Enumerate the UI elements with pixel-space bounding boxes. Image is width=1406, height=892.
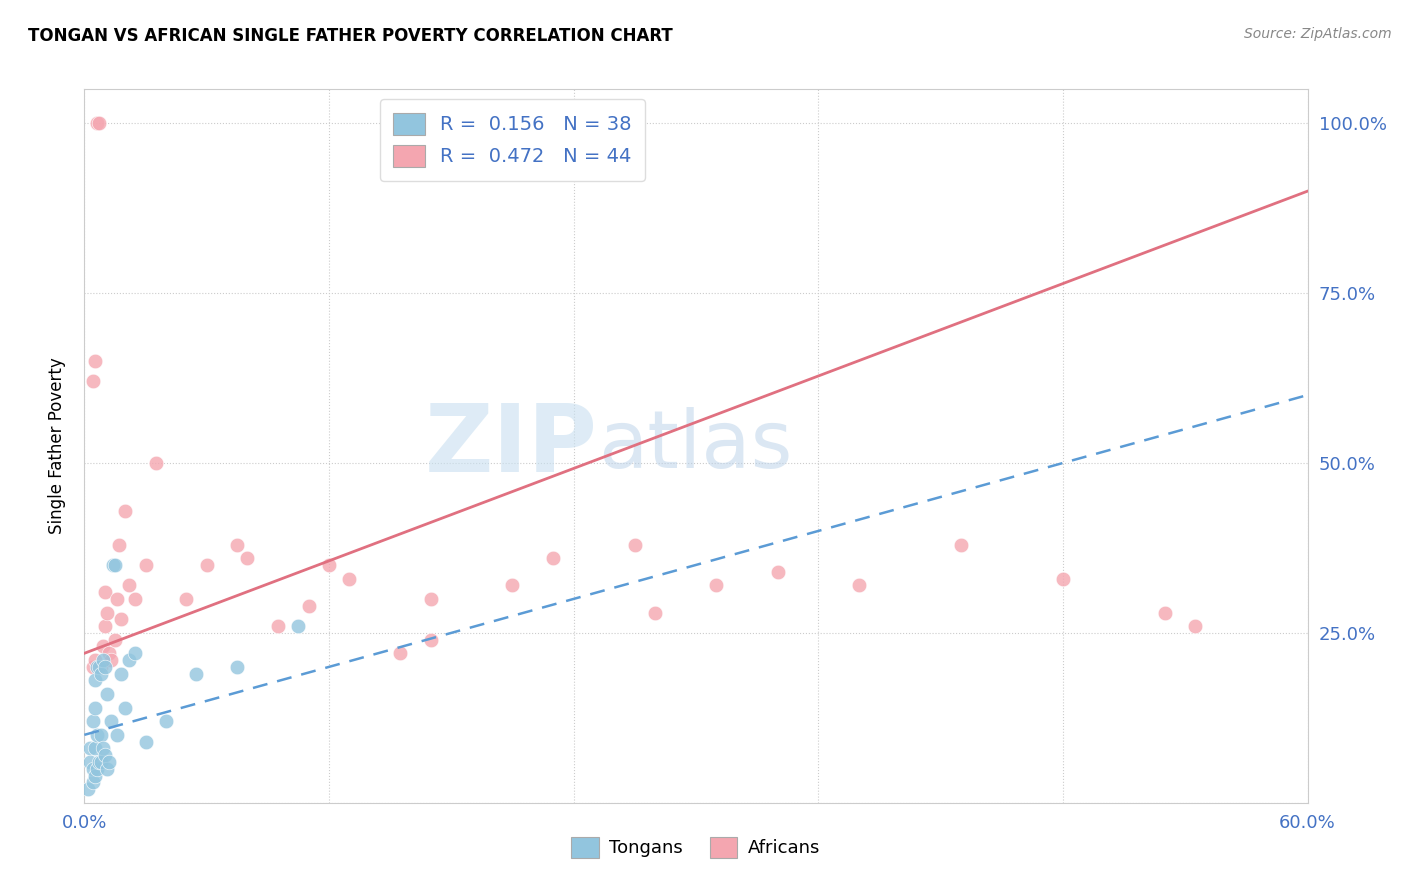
Point [502,578,524,592]
Point [145,456,167,470]
Point [91,741,114,756]
Point [104,558,127,572]
Point [105,728,128,742]
Point [96,762,118,776]
Point [766,565,789,579]
Point [93,619,115,633]
Point [82,775,104,789]
Point [77,782,100,797]
Point [1154,606,1177,620]
Point [110,612,132,626]
Point [97,755,120,769]
Point [110,666,132,681]
Point [82,375,104,389]
Point [118,578,141,592]
Point [82,660,104,674]
Point [135,558,157,572]
Point [86,728,108,742]
Point [86,660,108,674]
Point [114,503,136,517]
Point [86,762,108,776]
Point [950,537,973,551]
Point [93,660,115,674]
Point [644,606,666,620]
Point [298,599,321,613]
Point [118,653,141,667]
Point [104,632,127,647]
Legend: Tongans, Africans: Tongans, Africans [564,830,828,865]
Point [339,572,361,586]
Point [848,578,870,592]
Point [96,606,118,620]
Text: ZIP: ZIP [425,400,598,492]
Point [420,591,443,606]
Point [155,714,177,729]
Point [114,700,136,714]
Point [86,116,108,130]
Point [101,558,124,572]
Text: Source: ZipAtlas.com: Source: ZipAtlas.com [1244,27,1392,41]
Point [267,619,290,633]
Point [226,660,249,674]
Point [83,673,105,688]
Text: atlas: atlas [598,407,793,485]
Point [174,591,197,606]
Point [108,537,131,551]
Point [91,640,114,654]
Point [87,755,110,769]
Point [124,646,146,660]
Point [79,741,101,756]
Point [1184,619,1206,633]
Point [389,646,412,660]
Point [236,551,259,566]
Point [420,632,443,647]
Point [90,666,112,681]
Point [543,551,565,566]
Point [83,741,105,756]
Point [1052,572,1074,586]
Point [287,619,309,633]
Y-axis label: Single Father Poverty: Single Father Poverty [48,358,66,534]
Point [93,585,115,599]
Point [83,769,105,783]
Point [318,558,340,572]
Point [90,660,112,674]
Point [90,755,112,769]
Point [79,755,101,769]
Point [90,728,112,742]
Point [87,116,110,130]
Point [124,591,146,606]
Point [91,653,114,667]
Point [624,537,647,551]
Point [100,653,122,667]
Point [83,354,105,368]
Point [97,646,120,660]
Point [96,687,118,701]
Point [87,660,110,674]
Point [135,734,157,748]
Point [105,591,128,606]
Point [93,748,115,763]
Point [83,653,105,667]
Point [82,714,104,729]
Point [82,762,104,776]
Point [186,666,208,681]
Point [226,537,249,551]
Point [83,700,105,714]
Point [100,714,122,729]
Point [706,578,728,592]
Point [195,558,218,572]
Text: TONGAN VS AFRICAN SINGLE FATHER POVERTY CORRELATION CHART: TONGAN VS AFRICAN SINGLE FATHER POVERTY … [28,27,673,45]
